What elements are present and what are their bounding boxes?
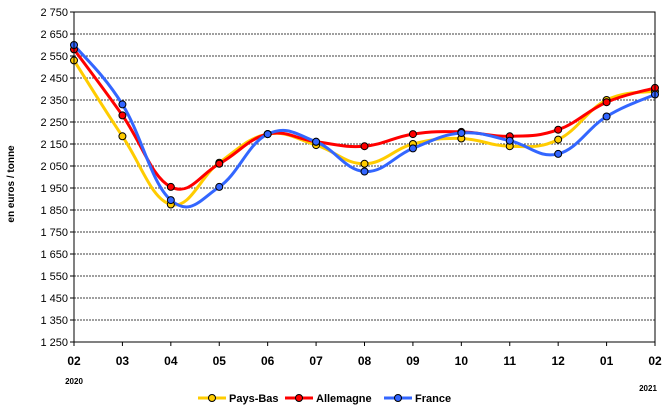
data-point-allemagne <box>408 130 417 139</box>
y-tick-label: 1 850 <box>40 205 68 217</box>
y-tick-label: 2 550 <box>40 51 68 63</box>
data-point-allemagne <box>118 111 127 120</box>
data-point-france <box>263 130 272 139</box>
y-tick-label: 2 250 <box>40 117 68 129</box>
data-point-france <box>166 196 175 205</box>
x-tick-label: 03 <box>116 354 130 368</box>
y-tick-label: 1 950 <box>40 183 68 195</box>
y-tick-label: 2 150 <box>40 139 68 151</box>
data-point-france <box>215 182 224 191</box>
y-tick-label: 1 450 <box>40 293 68 305</box>
x-tick-label: 09 <box>406 354 420 368</box>
data-point-allemagne <box>602 98 611 107</box>
legend-label-france: France <box>415 393 451 405</box>
data-point-france <box>408 144 417 153</box>
x-tick-label: 07 <box>309 354 323 368</box>
y-tick-label: 2 350 <box>40 95 68 107</box>
legend-marker-pays-bas <box>208 394 216 402</box>
y-axis-label: en euros / tonne <box>6 145 17 223</box>
data-point-france <box>360 167 369 176</box>
y-tick-label: 2 050 <box>40 161 68 173</box>
x-tick-label: 08 <box>358 354 372 368</box>
legend: Pays-Bas Allemagne France <box>198 393 451 405</box>
data-point-france <box>312 137 321 146</box>
x-tick-label: 04 <box>164 354 178 368</box>
y-tick-label: 1 250 <box>40 337 68 349</box>
legend-label-pays-bas: Pays-Bas <box>229 393 279 405</box>
x-tick-label: 06 <box>261 354 275 368</box>
y-tick-label: 2 750 <box>40 7 68 19</box>
x-tick-label: 02 <box>67 354 81 368</box>
data-point-pays-bas <box>360 159 369 168</box>
x-tick-label: 12 <box>551 354 565 368</box>
series-line-pays-bas <box>72 59 656 207</box>
data-point-allemagne <box>360 142 369 151</box>
data-point-allemagne <box>166 182 175 191</box>
legend-marker-allemagne <box>295 394 303 402</box>
data-point-france <box>457 129 466 137</box>
data-point-france <box>602 112 611 121</box>
legend-label-allemagne: Allemagne <box>316 393 372 405</box>
data-point-allemagne <box>554 125 563 134</box>
x-tick-label: 10 <box>455 354 469 368</box>
x-tick-label: 11 <box>503 354 516 368</box>
data-point-allemagne <box>215 159 224 168</box>
data-point-france <box>505 136 514 145</box>
plot-area-border <box>73 11 656 343</box>
y-tick-label: 2 650 <box>40 29 68 41</box>
x-axis-ticks: 02 03 04 05 06 07 08 09 10 11 12 01 02 <box>67 342 662 368</box>
x-tick-label: 01 <box>600 354 614 368</box>
y-tick-label: 1 650 <box>40 249 68 261</box>
y-tick-label: 1 550 <box>40 271 68 283</box>
y-tick-label: 1 350 <box>40 315 68 327</box>
y-axis-ticks: 1 250 1 350 1 450 1 550 1 650 1 750 1 850 1 950… <box>40 7 74 349</box>
x-tick-label: 05 <box>213 354 227 368</box>
y-tick-label: 2 450 <box>40 73 68 85</box>
gridlines <box>74 33 655 321</box>
data-point-pays-bas <box>118 132 127 141</box>
x-tick-label: 02 <box>648 354 662 368</box>
legend-marker-france <box>394 394 402 402</box>
year-label-end: 2021 <box>639 384 657 393</box>
series-lines <box>70 41 659 209</box>
year-label-start: 2020 <box>65 377 83 386</box>
y-tick-label: 1 750 <box>40 227 68 239</box>
data-point-france <box>118 100 127 109</box>
data-point-france <box>554 149 563 158</box>
data-point-pays-bas <box>554 135 563 144</box>
